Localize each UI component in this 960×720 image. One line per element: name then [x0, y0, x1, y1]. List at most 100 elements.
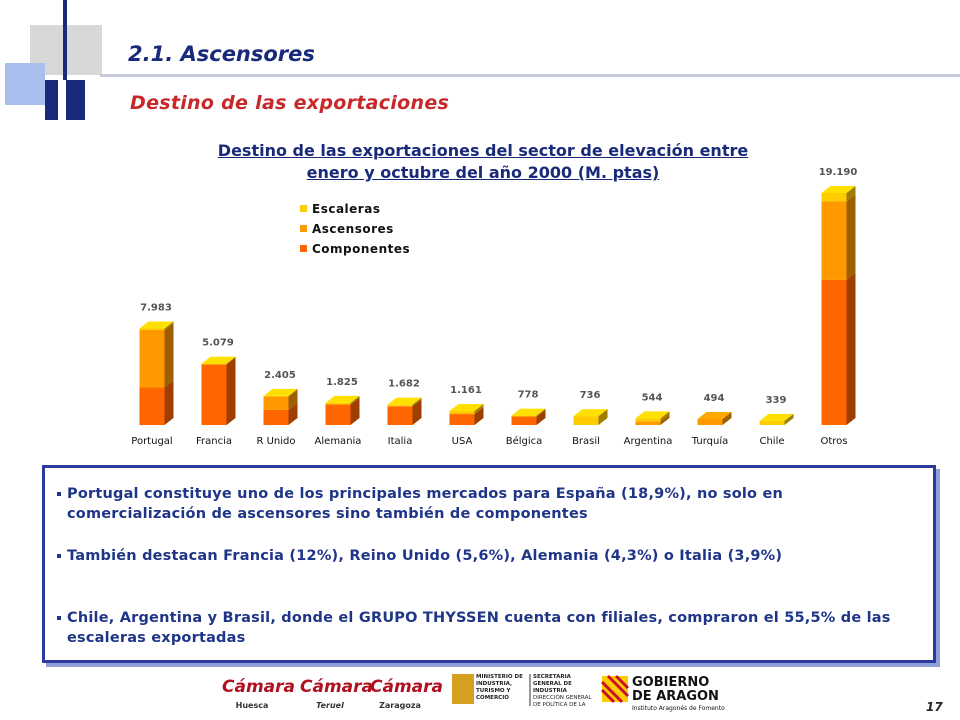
chart-title-line: enero y octubre del año 2000 (M. ptas): [306, 163, 660, 182]
bar-segment: [449, 414, 475, 425]
instituto: Instituto Aragonés de Fomento: [632, 705, 725, 712]
bar-side: [474, 403, 484, 414]
bullet: Portugal constituye uno de los principal…: [57, 484, 927, 524]
bar-side: [846, 194, 856, 280]
bullet-box: Portugal constituye uno de los principal…: [42, 465, 936, 663]
bar-segment: [821, 279, 847, 425]
bar-side: [722, 412, 732, 425]
bar-segment: [139, 328, 165, 330]
total-label: 494: [704, 393, 725, 404]
legend-label: Componentes: [312, 242, 410, 256]
aragon-flag: [602, 676, 628, 702]
chart-title-line: Destino de las exportaciones del sector …: [217, 141, 749, 160]
bar-segment: [511, 415, 537, 417]
deco-line: [63, 0, 67, 120]
x-tick-label: Otros: [820, 436, 847, 447]
bar-segment: [139, 387, 165, 425]
bar-top: [697, 412, 732, 420]
logo: Cámara: [300, 677, 373, 697]
legend-swatch: [300, 245, 307, 252]
bar-segment: [511, 416, 537, 425]
bar-side: [164, 321, 174, 330]
secretaria-text: SECRETARÍA GENERAL DE INDUSTRIA: [533, 674, 572, 694]
bar-side: [474, 407, 484, 425]
logo: Cámara: [222, 677, 295, 697]
secretaria-box: SECRETARÍA GENERAL DE INDUSTRIA DIRECCIÓ…: [533, 674, 592, 708]
bar-side: [288, 402, 298, 425]
bar-segment: [263, 409, 289, 425]
bar-side: [598, 409, 608, 425]
bar-segment: [697, 419, 723, 425]
bar-side: [288, 388, 298, 397]
total-label: 19.190: [819, 167, 858, 178]
total-label: 544: [642, 392, 663, 403]
x-tick-label: R Unido: [256, 436, 295, 447]
bar-segment: [201, 364, 227, 425]
bar-side: [846, 272, 856, 425]
bar-side: [660, 414, 670, 425]
deco-gap: [58, 80, 66, 120]
bar-top: [759, 413, 794, 421]
chart: 7.983 Portugal 5.079 Francia 2.405 R Unido 1.8…: [131, 167, 858, 447]
deco-square: [5, 63, 45, 105]
bar-top: [139, 321, 174, 329]
total-label: 778: [518, 390, 539, 401]
deco-line: [100, 74, 960, 77]
aragon-stripes: [600, 674, 630, 704]
subtitle: Destino de las exportaciones: [130, 92, 450, 114]
ministry-text: MINISTERIO DE INDUSTRIA, TURISMO Y COMER…: [476, 674, 523, 701]
bar-side: [660, 411, 670, 422]
bar-side: [164, 380, 174, 425]
x-tick-label: Portugal: [131, 436, 172, 447]
ministry-box: MINISTERIO DE INDUSTRIA, TURISMO Y COMER…: [476, 674, 523, 701]
bar-segment: [263, 395, 289, 397]
total-label: 1.825: [326, 377, 358, 388]
bullet: También destacan Francia (12%), Reino Un…: [57, 546, 927, 566]
x-tick-label: Argentina: [624, 436, 673, 447]
bar-side: [536, 409, 546, 425]
logo: Cámara: [370, 677, 443, 697]
bar-segment: [263, 396, 289, 410]
secretaria-text: DIRECCIÓN GENERAL DE POLÍTICA DE LA PYME: [533, 695, 592, 708]
bar-side: [536, 408, 546, 417]
total-label: 7.983: [140, 302, 172, 313]
bar-segment: [201, 363, 227, 365]
legend-swatch: [300, 205, 307, 212]
total-label: 1.161: [450, 385, 482, 396]
legend-label: Escaleras: [312, 202, 380, 216]
coat-of-arms: [452, 674, 474, 704]
bar-top: [573, 409, 608, 417]
logo-place: Teruel: [316, 701, 344, 710]
bar-segment: [449, 413, 475, 415]
header-decoration: [5, 0, 960, 120]
bar-segment: [387, 404, 413, 407]
bar-side: [164, 322, 174, 388]
bar-segment: [821, 193, 847, 202]
bar-side: [288, 389, 298, 410]
bar-side: [226, 356, 236, 365]
total-label: 5.079: [202, 338, 234, 349]
x-tick-label: USA: [452, 436, 473, 447]
bar-top: [325, 395, 360, 403]
gobierno: DE ARAGON: [632, 689, 719, 704]
bar-side: [784, 413, 794, 425]
total-label: 339: [766, 395, 787, 406]
bar-segment: [325, 404, 351, 425]
x-tick-label: Italia: [388, 436, 413, 447]
bar-segment: [635, 418, 661, 422]
bar-segment: [325, 402, 351, 405]
bar-side: [412, 399, 422, 425]
bar-segment: [759, 420, 785, 425]
x-tick-label: Chile: [759, 436, 784, 447]
footer-logos: Cámara Huesca Cámara Teruel Cámara Zarag…: [222, 674, 725, 712]
bullet: Chile, Argentina y Brasil, donde el GRUP…: [57, 608, 927, 648]
logo-place: Zaragoza: [379, 701, 421, 710]
chart-title: Destino de las exportaciones del sector …: [160, 140, 806, 184]
page-number: 17: [926, 700, 943, 714]
x-tick-label: Bélgica: [506, 435, 543, 447]
bar-top: [511, 408, 546, 416]
legend-swatch: [300, 225, 307, 232]
bar-top: [821, 186, 856, 193]
bar-segment: [821, 201, 847, 280]
bar-top: [201, 356, 236, 364]
